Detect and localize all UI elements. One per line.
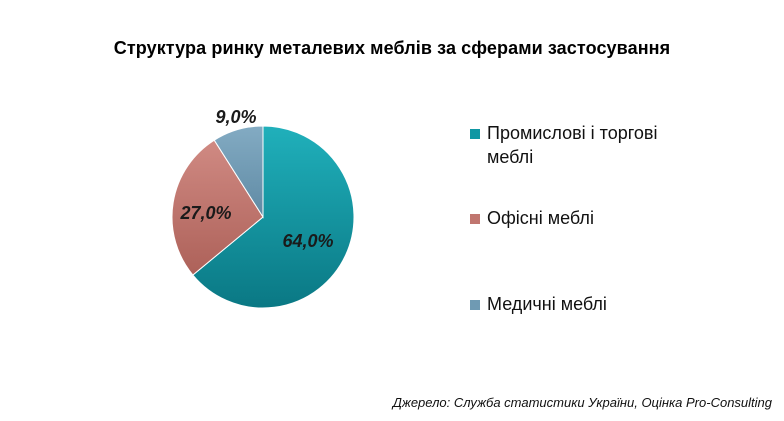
data-label-office: 27,0%: [179, 203, 231, 223]
chart-title: Структура ринку металевих меблів за сфер…: [113, 38, 671, 58]
legend-item-industrial: Промислові і торгові меблі: [470, 121, 700, 169]
legend-label-office: Офісні меблі: [487, 208, 594, 228]
legend-item-office: Офісні меблі: [470, 206, 700, 230]
pie-slice-medical: [213, 125, 264, 219]
data-label-medical: 9,0%: [215, 107, 256, 127]
legend-label-industrial: Промислові і торгові меблі: [487, 123, 658, 167]
legend-swatch-medical: [470, 300, 480, 310]
legend-swatch-office: [470, 214, 480, 224]
legend-item-medical: Медичні меблі: [470, 292, 700, 316]
pie-slice-industrial: [192, 125, 355, 309]
legend-label-medical: Медичні меблі: [487, 294, 607, 314]
pie-slice-office: [171, 139, 264, 276]
source-note: Джерело: Служба статистики України, Оцін…: [392, 395, 772, 410]
data-label-industrial: 64,0%: [282, 231, 333, 251]
legend-swatch-industrial: [470, 129, 480, 139]
